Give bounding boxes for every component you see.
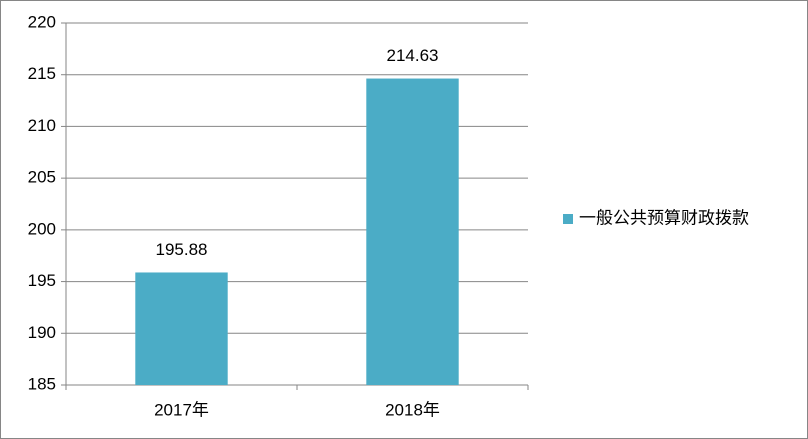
data-label: 195.88 (156, 240, 208, 259)
y-tick-label: 195 (28, 271, 56, 290)
y-tick-label: 205 (28, 168, 56, 187)
legend-swatch (563, 214, 573, 224)
bar (366, 78, 459, 386)
x-tick-label: 2017年 (154, 400, 209, 419)
y-tick-label: 215 (28, 64, 56, 83)
legend-label: 一般公共预算财政拨款 (579, 208, 749, 227)
y-tick-label: 200 (28, 219, 56, 238)
data-label: 214.63 (387, 46, 439, 65)
x-tick-label: 2018年 (385, 400, 440, 419)
y-tick-label: 185 (28, 374, 56, 393)
y-tick-label: 220 (28, 12, 56, 31)
y-tick-label: 210 (28, 116, 56, 135)
y-tick-label: 190 (28, 323, 56, 342)
bar (135, 272, 228, 385)
